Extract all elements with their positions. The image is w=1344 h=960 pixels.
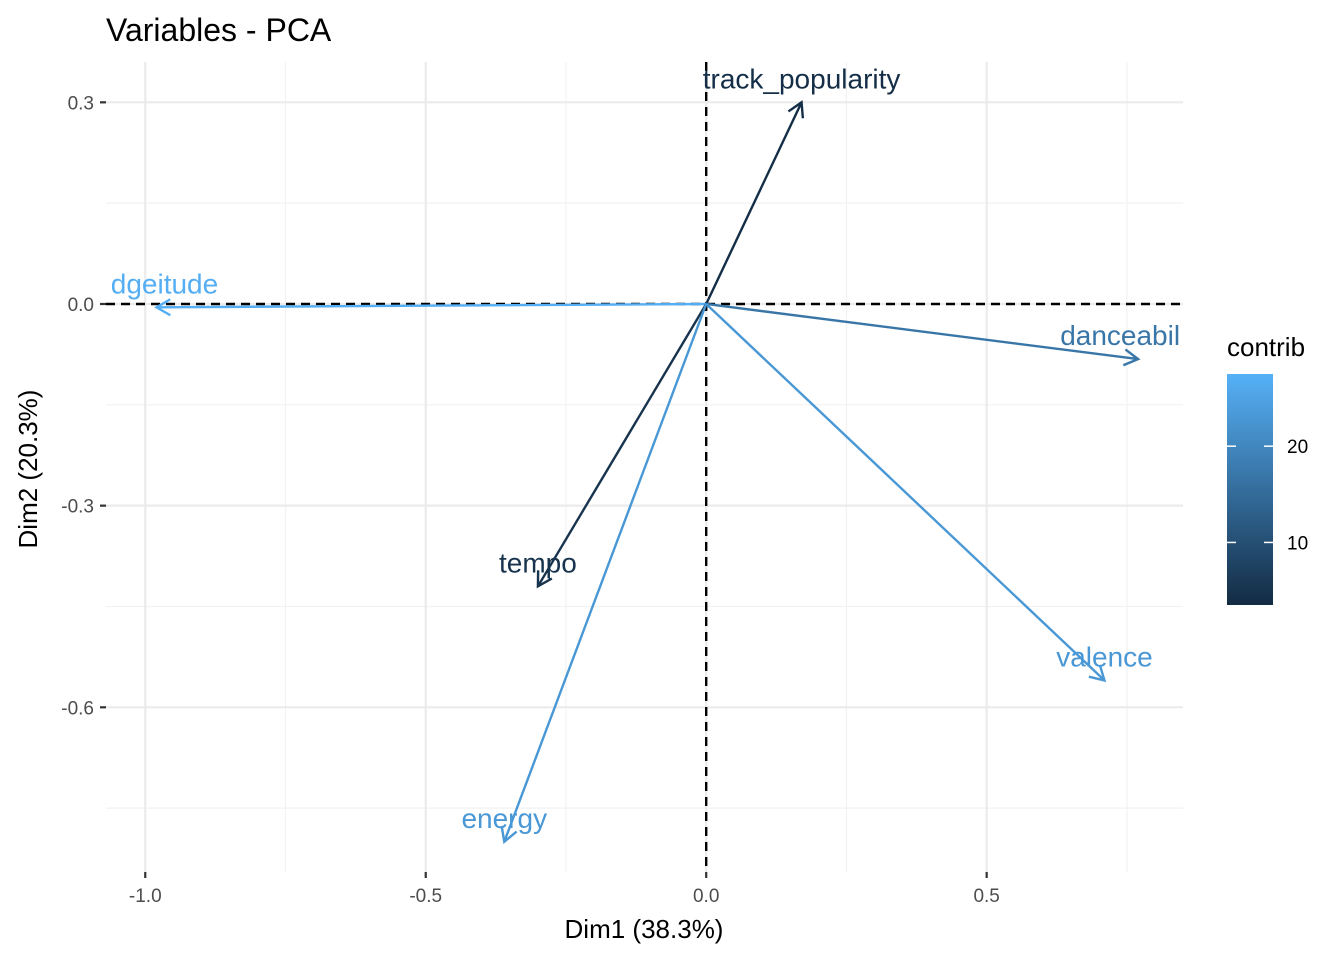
legend-title: contrib: [1227, 332, 1305, 362]
arrow-dgeitude: [156, 302, 707, 309]
arrow-valence: [705, 303, 1106, 682]
arrowhead-tempo: [536, 570, 553, 589]
label-track_popularity: track_popularity: [703, 63, 901, 94]
x-tick-label: 0.5: [973, 886, 999, 907]
arrow-energy: [503, 303, 708, 843]
minor-gridlines: [106, 62, 1183, 872]
x-axis-title: Dim1 (38.3%): [565, 914, 724, 944]
reference-lines: [106, 62, 1183, 872]
y-tick-label: -0.3: [61, 497, 94, 518]
label-danceabil: danceabil: [1060, 320, 1180, 351]
label-energy: energy: [461, 803, 547, 834]
arrowhead-danceabil: [1122, 348, 1141, 367]
arrowhead-dgeitude: [154, 298, 171, 317]
label-valence: valence: [1056, 641, 1153, 672]
legend: contrib 10 20: [1227, 332, 1308, 605]
arrow-danceabil: [706, 302, 1139, 361]
x-tick-label: 0.0: [693, 886, 719, 907]
x-tick-label: -0.5: [409, 886, 442, 907]
label-dgeitude: dgeitude: [111, 268, 218, 299]
arrow-tempo: [536, 303, 708, 587]
variable-arrows: [154, 100, 1141, 844]
y-tick-label: -0.6: [61, 698, 94, 719]
axes: -1.0 -0.5 0.0 0.5 0.3 0.0 -0.3 -0.6: [61, 93, 1000, 907]
y-tick-label: 0.3: [68, 93, 94, 114]
legend-ticks: 10 20: [1227, 437, 1308, 554]
variable-labels: track_popularity dgeitude danceabil tempo va…: [111, 63, 1180, 833]
legend-colorbar: [1227, 374, 1273, 605]
arrowhead-valence: [1088, 664, 1107, 683]
label-tempo: tempo: [499, 547, 577, 578]
arrow-track_popularity: [705, 101, 803, 305]
arrowhead-track_popularity: [787, 100, 805, 119]
arrowhead-energy: [500, 825, 518, 844]
x-tick-label: -1.0: [129, 886, 162, 907]
chart-title: Variables - PCA: [106, 12, 332, 48]
legend-tick-label: 20: [1287, 437, 1308, 458]
legend-tick-label: 10: [1287, 533, 1308, 554]
y-tick-label: 0.0: [68, 295, 94, 316]
y-axis-title: Dim2 (20.3%): [13, 390, 43, 549]
